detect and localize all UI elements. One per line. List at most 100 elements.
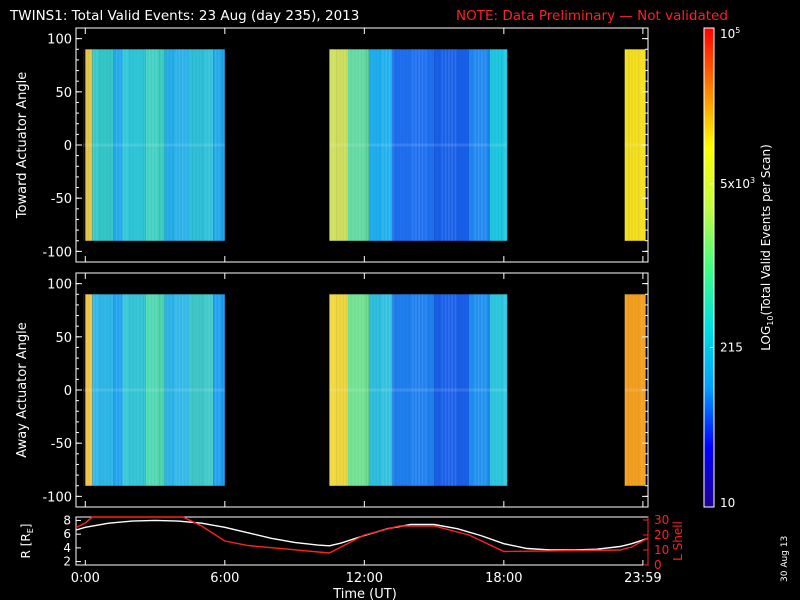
heatmap-streak xyxy=(477,49,480,241)
heatmap-streak xyxy=(139,294,141,486)
toward-heatmap-panel: 100 50 0 -50 -100 Toward Actuator Angle xyxy=(15,27,649,263)
heatmap-strip xyxy=(164,294,190,486)
y-tick-label: 0 xyxy=(64,384,72,399)
heatmap-streak xyxy=(172,49,174,241)
heatmap-streak xyxy=(421,294,424,486)
data-note: NOTE: Data Preliminary — Not validated xyxy=(456,8,728,24)
heatmap-streak xyxy=(329,294,331,486)
heatmap-streak xyxy=(158,294,161,486)
x-axis-label: Time (UT) xyxy=(332,587,397,600)
x-tick-label: 6:00 xyxy=(210,571,239,586)
heatmap-streak xyxy=(497,49,500,241)
heatmap-streak xyxy=(378,294,381,486)
heatmap-streak xyxy=(198,294,200,486)
right-tick-label: 10 xyxy=(654,543,669,557)
heatmap-streak xyxy=(116,49,118,241)
heatmap-streak xyxy=(129,49,131,241)
heatmap-streak xyxy=(119,294,121,486)
heatmap-streak xyxy=(83,294,85,486)
heatmap-streak xyxy=(425,294,427,486)
y-axis-label: Toward Actuator Angle xyxy=(15,72,30,219)
heatmap-streak xyxy=(395,49,397,241)
heatmap-streak xyxy=(474,49,476,241)
x-tick-label: 18:00 xyxy=(485,571,522,586)
heatmap-streak xyxy=(185,49,187,241)
heatmap-streak xyxy=(438,49,440,241)
heatmap-streak xyxy=(418,294,420,486)
heatmap-streak xyxy=(484,49,486,241)
heatmap-strip xyxy=(189,49,214,241)
date-stamp: 30 Aug 13 xyxy=(780,536,790,582)
heatmap-streak xyxy=(132,49,134,241)
heatmap-strip xyxy=(145,294,165,486)
heatmap-streak xyxy=(205,49,207,241)
heatmap-streak xyxy=(494,294,496,486)
heatmap-strip xyxy=(369,49,393,241)
right-tick-label: 0 xyxy=(654,558,662,572)
heatmap-streak xyxy=(158,49,161,241)
heatmap-streak xyxy=(448,294,450,486)
heatmap-streak xyxy=(641,49,643,241)
heatmap-strip xyxy=(213,49,225,241)
heatmap-streak xyxy=(83,49,85,241)
heatmap-streak xyxy=(172,294,174,486)
heatmap-streak xyxy=(441,294,443,486)
heatmap-streak xyxy=(89,49,91,241)
heatmap-streak xyxy=(109,294,111,486)
heatmap-streak xyxy=(145,294,148,486)
heatmap-streak xyxy=(339,49,341,241)
heatmap-streak xyxy=(86,49,88,241)
right-tick-label: 30 xyxy=(654,513,669,527)
heatmap-strip xyxy=(348,49,369,241)
heatmap-streak xyxy=(435,294,437,486)
heatmap-streak xyxy=(89,294,91,486)
heatmap-streak xyxy=(149,294,151,486)
heatmap-streak xyxy=(405,49,407,241)
heatmap-streak xyxy=(372,49,374,241)
heatmap-streak xyxy=(641,294,643,486)
heatmap-streak xyxy=(428,294,430,486)
heatmap-streak xyxy=(332,49,335,241)
heatmap-streak xyxy=(471,49,473,241)
heatmap-streak xyxy=(135,49,138,241)
heatmap-streak xyxy=(145,49,148,241)
heatmap-streak xyxy=(96,49,98,241)
x-tick-label: 0:00 xyxy=(71,571,100,586)
heatmap-strip xyxy=(434,49,469,241)
heatmap-streak xyxy=(458,49,460,241)
heatmap-streak xyxy=(359,294,361,486)
heatmap-strip xyxy=(369,294,393,486)
heatmap-streak xyxy=(471,294,473,486)
colorbar-tick-label: 10 xyxy=(720,496,735,510)
heatmap-streak xyxy=(631,49,633,241)
radius-axis-label: R [RE] xyxy=(19,524,35,559)
heatmap-streak xyxy=(375,294,377,486)
heatmap-streak xyxy=(135,294,138,486)
heatmap-streak xyxy=(481,294,483,486)
heatmap-streak xyxy=(395,294,397,486)
heatmap-streak xyxy=(86,294,88,486)
heatmap-streak xyxy=(211,49,214,241)
heatmap-streak xyxy=(631,294,633,486)
heatmap-streak xyxy=(102,294,105,486)
heatmap-streak xyxy=(637,49,640,241)
heatmap-streak xyxy=(365,294,368,486)
heatmap-streak xyxy=(359,49,361,241)
y-tick-label: -100 xyxy=(42,490,72,505)
heatmap-streak xyxy=(99,294,101,486)
heatmap-streak xyxy=(188,49,190,241)
heatmap-streak xyxy=(152,49,154,241)
left-tick-label: 8 xyxy=(63,513,71,527)
heatmap-streak xyxy=(162,49,164,241)
zero-angle-band xyxy=(83,388,225,392)
y-tick-label: -50 xyxy=(51,192,72,207)
heatmap-streak xyxy=(468,294,470,486)
heatmap-strip xyxy=(189,294,214,486)
heatmap-streak xyxy=(102,49,105,241)
heatmap-streak xyxy=(129,294,131,486)
heatmap-streak xyxy=(355,294,358,486)
heatmap-streak xyxy=(96,294,98,486)
heatmap-streak xyxy=(501,49,503,241)
heatmap-streak xyxy=(362,294,364,486)
